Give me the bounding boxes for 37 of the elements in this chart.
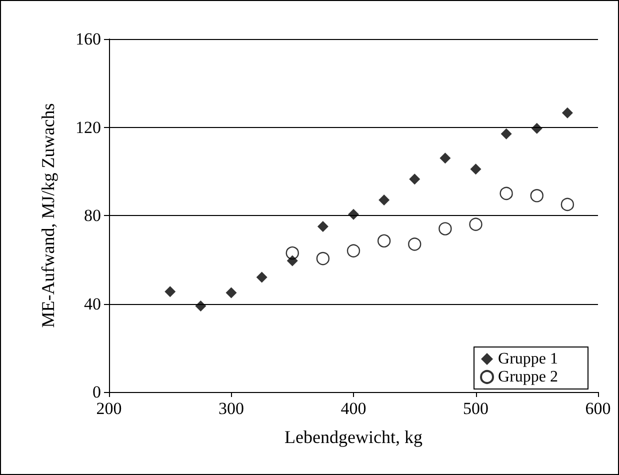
point [440,152,451,164]
point [317,221,328,232]
point [377,234,391,248]
y-tick-label: 40 [84,294,101,314]
legend-label: Gruppe 1 [498,350,558,368]
y-tick-label: 80 [84,206,101,225]
point [226,287,237,298]
point [348,208,359,220]
point [408,238,422,251]
y-axis-title: ME-Aufwand, MJ/kg Zuwachs [38,103,58,328]
point [530,189,544,202]
legend-label: Gruppe 2 [498,368,558,386]
point [378,194,390,206]
point [560,198,574,212]
point [438,222,452,236]
x-tick-label: 600 [585,399,611,418]
point [500,186,513,200]
y-tick-label: 120 [76,118,101,137]
x-tick-label: 400 [340,399,366,418]
point [256,272,268,283]
y-tick-label: 160 [76,30,101,48]
y-tick-label: 0 [92,382,101,402]
point [195,300,206,312]
point [346,244,360,258]
point [562,107,573,118]
x-tick-label: 300 [218,399,244,418]
point [409,174,420,185]
point [531,122,542,134]
x-axis-title: Lebendgewicht, kg [284,427,422,447]
point [500,128,512,140]
point [470,164,482,175]
point [164,286,176,298]
point [469,218,482,231]
point [286,246,299,260]
x-tick-label: 500 [463,399,488,418]
point [316,252,330,266]
x-tick-label: 200 [96,399,122,418]
